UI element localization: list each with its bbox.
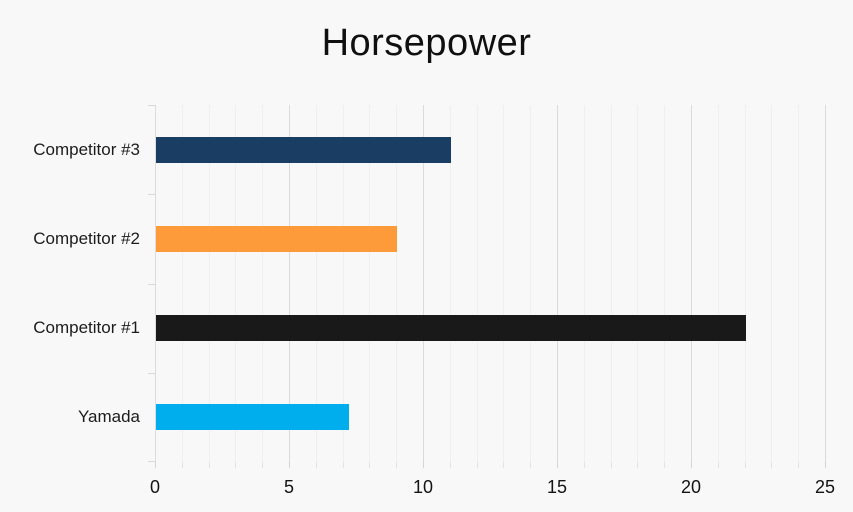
x-axis-label: 20 xyxy=(680,477,702,497)
gridline-major xyxy=(423,105,424,462)
gridline-minor xyxy=(583,105,585,462)
x-axis-tick xyxy=(315,462,317,468)
x-axis-tick xyxy=(342,462,344,468)
bar-yamada xyxy=(156,404,349,431)
x-axis-tick xyxy=(717,462,719,468)
bar-competitor-2 xyxy=(156,225,398,252)
x-axis-tick xyxy=(825,462,826,468)
x-axis-tick xyxy=(557,462,558,468)
x-axis-label: 0 xyxy=(149,477,161,497)
gridline-minor xyxy=(771,105,773,462)
x-axis-tick xyxy=(691,462,692,468)
chart-title: Horsepower xyxy=(321,22,532,64)
category-label: Yamada xyxy=(77,407,140,427)
gridline-minor xyxy=(396,105,398,462)
x-axis-tick xyxy=(155,462,156,468)
gridline-minor xyxy=(637,105,639,462)
gridline-minor xyxy=(208,105,210,462)
bar-competitor-1 xyxy=(156,315,746,342)
x-axis-tick xyxy=(664,462,666,468)
x-axis-tick xyxy=(262,462,264,468)
gridline-minor xyxy=(476,105,478,462)
x-axis-tick xyxy=(583,462,585,468)
x-axis-label: 25 xyxy=(814,477,836,497)
x-axis-tick xyxy=(610,462,612,468)
category-label: Competitor #2 xyxy=(33,228,140,248)
x-axis-tick xyxy=(181,462,183,468)
x-axis-tick xyxy=(476,462,478,468)
y-axis-tick xyxy=(148,372,155,374)
x-axis-label: 10 xyxy=(412,477,434,497)
x-axis-label: 5 xyxy=(283,477,295,497)
gridline-major xyxy=(691,105,692,462)
gridline-minor xyxy=(342,105,344,462)
gridline-major xyxy=(825,105,826,462)
bar-competitor-3 xyxy=(156,136,451,163)
gridline-major xyxy=(289,105,290,462)
gridline-major xyxy=(155,105,156,462)
gridline-minor xyxy=(181,105,183,462)
x-axis-tick xyxy=(396,462,398,468)
gridline-minor xyxy=(262,105,264,462)
gridline-minor xyxy=(798,105,800,462)
x-axis-tick xyxy=(637,462,639,468)
x-axis-tick xyxy=(423,462,424,468)
gridline-minor xyxy=(235,105,237,462)
gridline-minor xyxy=(717,105,719,462)
gridline-minor xyxy=(530,105,532,462)
x-axis-tick xyxy=(449,462,451,468)
category-label: Competitor #1 xyxy=(33,318,140,338)
x-axis-tick xyxy=(744,462,746,468)
category-label: Competitor #3 xyxy=(33,139,140,159)
x-axis-tick xyxy=(503,462,505,468)
x-axis-tick xyxy=(208,462,210,468)
plot-area xyxy=(148,105,826,468)
x-axis-tick xyxy=(798,462,800,468)
y-axis-tick xyxy=(148,194,155,196)
x-axis-tick xyxy=(235,462,237,468)
gridline-minor xyxy=(744,105,746,462)
gridline-major xyxy=(557,105,558,462)
gridline-minor xyxy=(503,105,505,462)
gridline-minor xyxy=(664,105,666,462)
x-axis-tick xyxy=(771,462,773,468)
y-axis-tick xyxy=(148,283,155,285)
x-axis-tick xyxy=(530,462,532,468)
x-axis-label: 15 xyxy=(546,477,568,497)
gridline-minor xyxy=(369,105,371,462)
x-axis-tick xyxy=(369,462,371,468)
gridline-minor xyxy=(449,105,451,462)
gridline-minor xyxy=(315,105,317,462)
y-axis-tick xyxy=(148,461,155,462)
gridline-minor xyxy=(610,105,612,462)
x-axis-tick xyxy=(289,462,290,468)
y-axis-tick xyxy=(148,105,155,106)
